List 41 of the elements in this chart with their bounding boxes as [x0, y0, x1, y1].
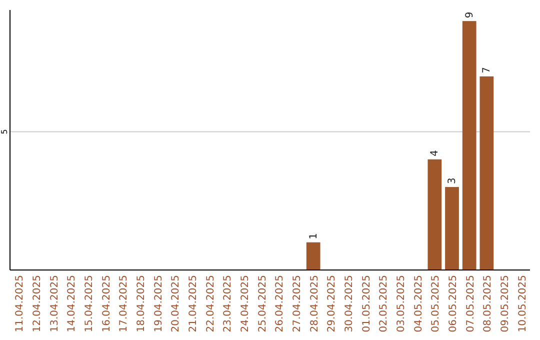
x-tick-label: 11.04.2025 [14, 275, 26, 332]
x-tick-label: 02.05.2025 [378, 275, 390, 332]
x-tick-label: 14.04.2025 [66, 275, 78, 332]
x-tick-label: 17.04.2025 [118, 275, 130, 332]
x-tick-label: 08.05.2025 [482, 275, 494, 332]
x-tick-label: 10.05.2025 [517, 275, 528, 332]
x-tick-label: 27.04.2025 [292, 275, 303, 332]
x-tick-label: 05.05.2025 [430, 275, 442, 332]
bar [480, 76, 494, 270]
bar [462, 21, 476, 270]
x-tick-label: 13.04.2025 [49, 275, 60, 332]
x-tick-label: 19.04.2025 [153, 275, 164, 332]
x-tick-label: 03.05.2025 [396, 275, 407, 332]
x-tick-label: 21.04.2025 [188, 275, 199, 332]
x-tick-label: 20.04.2025 [170, 275, 182, 332]
bar [428, 159, 442, 270]
data-label: 4 [430, 150, 441, 156]
x-tick-label: 16.04.2025 [101, 275, 112, 332]
x-tick-label: 25.04.2025 [257, 275, 268, 332]
x-tick-label: 04.05.2025 [413, 275, 424, 332]
x-tick-label: 22.04.2025 [205, 275, 216, 332]
x-tick-label: 28.04.2025 [309, 275, 320, 332]
data-label: 7 [482, 67, 493, 74]
y-tick-label: 5 [0, 129, 9, 134]
data-label: 9 [464, 12, 476, 18]
bar [306, 242, 320, 270]
x-tick-label: 09.05.2025 [500, 275, 511, 332]
data-label: 1 [308, 232, 320, 240]
x-tick-label: 15.04.2025 [84, 275, 95, 332]
data-label: 3 [447, 178, 458, 184]
x-tick-label: 24.04.2025 [240, 275, 251, 332]
bar [445, 187, 459, 270]
x-tick-label: 23.04.2025 [222, 275, 234, 332]
x-tick-label: 29.04.2025 [326, 275, 338, 332]
x-tick-label: 12.04.2025 [32, 275, 43, 332]
x-tick-label: 01.05.2025 [361, 275, 372, 332]
x-tick-label: 26.04.2025 [274, 275, 286, 332]
x-tick-label: 30.04.2025 [344, 275, 355, 332]
x-tick-label: 07.05.2025 [465, 275, 476, 332]
x-tick-label: 06.05.2025 [448, 275, 459, 332]
x-tick-label: 18.04.2025 [136, 275, 147, 332]
